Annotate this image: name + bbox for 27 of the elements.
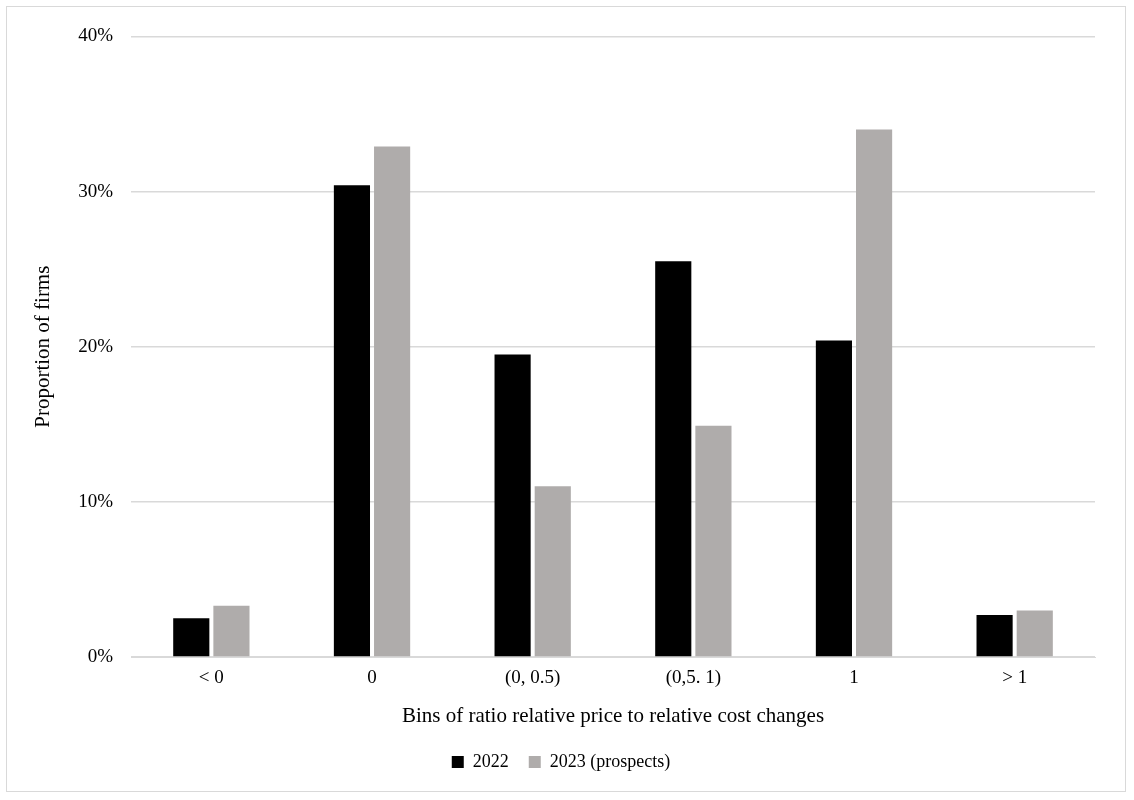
x-tick-label: 1 xyxy=(849,666,859,688)
bar xyxy=(494,354,531,657)
x-tick-label: > 1 xyxy=(1002,666,1028,688)
bar xyxy=(534,486,571,657)
bar xyxy=(333,185,371,657)
y-axis-title: Proportion of firms xyxy=(30,265,55,428)
y-tick-label: 20% xyxy=(78,334,114,356)
bar xyxy=(173,618,210,657)
legend-label: 2023 (prospects) xyxy=(549,750,671,772)
x-tick-label: (0,5. 1) xyxy=(665,666,722,689)
bar xyxy=(856,129,893,657)
x-tick-label: 0 xyxy=(367,666,377,688)
x-axis-title: Bins of ratio relative price to relative cost changes xyxy=(401,702,825,727)
bar xyxy=(695,425,732,657)
legend-label: 2022 xyxy=(472,750,509,771)
y-tick-label: 10% xyxy=(78,489,114,511)
x-tick-label: (0, 0.5) xyxy=(504,666,561,689)
y-tick-label: 0% xyxy=(87,644,114,666)
bar xyxy=(1016,610,1053,657)
bar xyxy=(976,615,1013,657)
bar xyxy=(374,146,411,657)
bar xyxy=(655,261,692,657)
bar xyxy=(213,605,250,657)
y-tick-label: 40% xyxy=(78,24,114,46)
x-tick-label: < 0 xyxy=(198,666,224,688)
y-tick-label: 30% xyxy=(78,179,114,201)
bar xyxy=(815,340,852,657)
